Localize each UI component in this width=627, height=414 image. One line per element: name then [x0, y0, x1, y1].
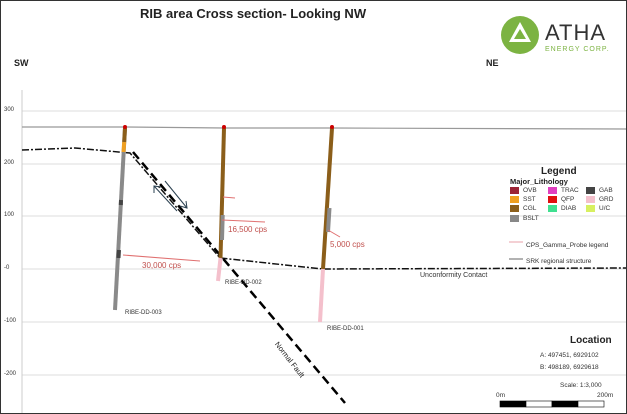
legend-item-uc: U/C: [586, 205, 616, 213]
fault-motion-arrows-icon: [153, 180, 188, 212]
legend-swatch: [510, 205, 519, 213]
scale-start: 0m: [496, 392, 506, 399]
legend-swatch: [586, 196, 595, 204]
drillhole-ribe-dd-003[interactable]: [113, 125, 201, 311]
legend-subtitle: Major_Lithology: [510, 177, 568, 186]
drillhole-label: RIBE-DD-003: [125, 310, 162, 316]
legend-swatch: [548, 205, 557, 213]
legend-item-label: U/C: [599, 205, 611, 213]
unconformity-line: [21, 147, 627, 270]
scale-text: Scale: 1:3,000: [560, 382, 602, 389]
y-tick: 200: [4, 160, 15, 166]
legend-item-cgl: CGL: [510, 205, 548, 213]
legend-line-label: CPS_Gamma_Probe legend: [526, 241, 609, 249]
scale-end: 200m: [597, 392, 614, 399]
legend-swatch: [586, 187, 595, 194]
drillhole-label: RIBE-DD-001: [327, 326, 364, 332]
legend: Legend Major_Lithology OVB TRAC GAB SST QFP G…: [500, 166, 616, 265]
legend-swatch: [548, 187, 557, 194]
y-tick: -100: [4, 318, 17, 324]
legend-swatch: [510, 187, 519, 194]
legend-item-label: OVB: [523, 187, 537, 195]
location-b: B: 498189, 6929618: [540, 364, 599, 371]
legend-item-label: GAB: [599, 187, 613, 195]
drillhole-label: RIBE-DD-002: [225, 280, 262, 286]
legend-swatch: [548, 196, 557, 204]
legend-swatch: [510, 214, 519, 222]
location-title: Location: [570, 335, 612, 346]
legend-item-label: CGL: [523, 205, 537, 213]
legend-item-qfp: QFP: [548, 196, 586, 203]
figure-title: RIB area Cross section- Looking NW: [140, 6, 367, 21]
legend-swatch: [586, 205, 595, 213]
legend-title: Legend: [541, 166, 577, 177]
y-tick: -200: [4, 371, 17, 377]
atha-logo-icon: [501, 16, 539, 54]
legend-item-bslt: BSLT: [510, 214, 548, 222]
y-tick: -0: [4, 265, 10, 271]
normal-fault-line: [132, 151, 346, 404]
legend-item-label: SST: [523, 196, 536, 204]
legend-line-label: SRK regional structure: [526, 257, 592, 265]
legend-item-label: TRAC: [561, 187, 579, 195]
location-a: A: 497451, 6929102: [540, 352, 599, 359]
legend-item-label: BSLT: [523, 214, 539, 222]
logo-subtitle: ENERGY CORP.: [545, 46, 610, 53]
legend-item-diab: DIAB: [548, 205, 586, 213]
gamma-label: 16,500 cps: [228, 225, 268, 234]
lithology-legend-grid: OVB TRAC GAB SST QFP GRD CGL DIAB U/C BSLT: [510, 187, 616, 222]
direction-sw: SW: [14, 58, 29, 68]
topography-line: [22, 126, 627, 130]
legend-item-label: QFP: [561, 196, 575, 204]
logo-text: ATHA ENERGY CORP.: [545, 20, 610, 53]
unconformity-label: Unconformity Contact: [420, 272, 488, 279]
direction-ne: NE: [486, 58, 499, 68]
legend-item-ovb: OVB: [510, 187, 548, 194]
legend-swatch: [510, 196, 519, 204]
legend-item-sst: SST: [510, 196, 548, 203]
scale-bar: [499, 400, 605, 408]
legend-item-label: DIAB: [561, 205, 577, 213]
logo-name: ATHA: [545, 20, 607, 45]
legend-item-gab: GAB: [586, 187, 616, 194]
y-tick: 300: [4, 107, 15, 113]
drillhole-ribe-dd-001[interactable]: [318, 125, 341, 323]
legend-item-label: GRD: [599, 196, 614, 204]
drillhole-ribe-dd-002[interactable]: [216, 125, 266, 282]
gamma-label: 30,000 cps: [142, 261, 182, 270]
gamma-label: 5,000 cps: [330, 240, 365, 249]
legend-item-trac: TRAC: [548, 187, 586, 194]
y-tick: 100: [4, 212, 15, 218]
legend-item-grd: GRD: [586, 196, 616, 203]
